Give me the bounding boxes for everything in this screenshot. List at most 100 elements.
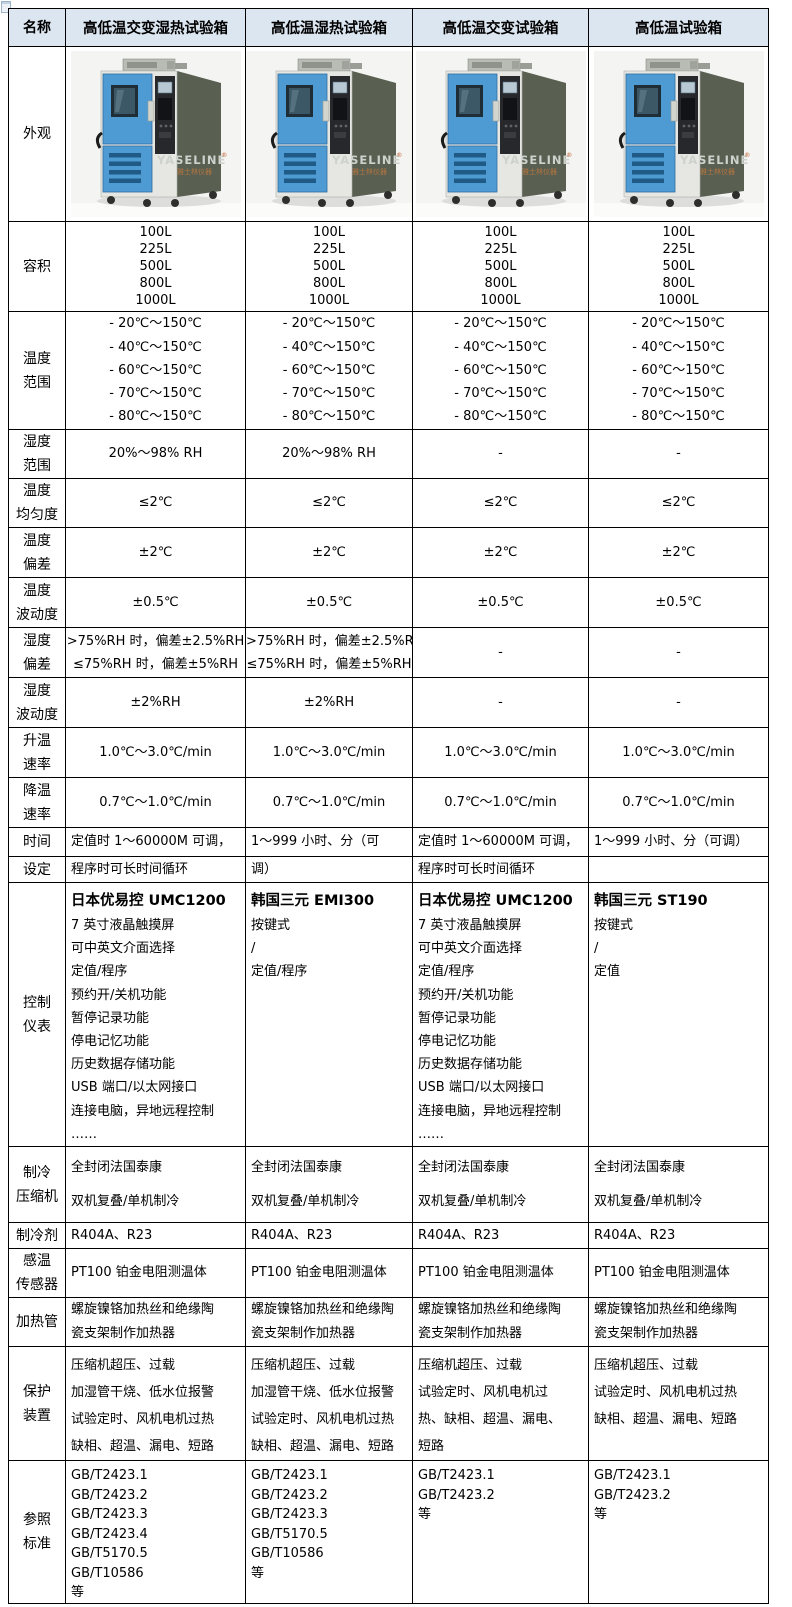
- cell-text: GB/T2423.3: [251, 1507, 328, 1523]
- brand-logo-subtext: 雅士林仪器: [522, 167, 557, 176]
- row-temp-range: 温度 范围 - 20℃～150℃ - 40℃～150℃ - 60℃～150℃ - 70℃～…: [8, 311, 769, 430]
- cell-text: 1000L: [658, 293, 699, 308]
- row-name: 名称 高低温交变湿热试验箱 高低温湿热试验箱 高低温交变试验箱 高低温试验箱: [8, 8, 769, 47]
- cell-text: 连接电脑，异地远程控制: [71, 1103, 215, 1119]
- row-label-text: 温度: [23, 350, 51, 367]
- cell-text: 全封闭法国泰康: [594, 1159, 686, 1175]
- row-label-compressor: 制冷 压缩机: [8, 1146, 66, 1224]
- row-cooling-rate: 降温 速率 0.7℃～1.0℃/min 0.7℃～1.0℃/min 0.7℃～1.0℃/…: [8, 777, 769, 828]
- cell-controller: 日本优易控 UMC1200 7 英寸液晶触摸屏 可中英文介面选择 定值/程序 预约开/关…: [65, 881, 246, 1148]
- row-label-volume: 容积: [8, 221, 66, 312]
- row-label-text: 温度: [23, 483, 51, 499]
- spec-table-body: 名称 高低温交变湿热试验箱 高低温湿热试验箱 高低温交变试验箱 高低温试验箱 外观: [8, 8, 769, 1604]
- cell-text: 100L: [139, 225, 172, 240]
- cell-text: 试验定时、风机电机过热: [594, 1385, 738, 1401]
- cell-compressor: 全封闭法国泰康双机复叠/单机制冷: [245, 1146, 413, 1224]
- row-label-humidity-fluctuation: 湿度 波动度: [8, 677, 66, 728]
- row-standards: 参照 标准 GB/T2423.1 GB/T2423.2 GB/T2423.3 GB/T24…: [8, 1460, 769, 1604]
- row-label-text: 湿度: [23, 632, 51, 649]
- cell-text: 程序时可长时间循环: [418, 861, 536, 877]
- cell-text: 800L: [312, 276, 346, 291]
- cell-protection: 压缩机超压、过载 试验定时、风机电机过热 缺相、超温、漏电、短路: [588, 1346, 769, 1462]
- row-label-text: 保护: [23, 1383, 51, 1400]
- cell-setting: [588, 856, 769, 883]
- cell-text: ≤75%RH 时，偏差±5%RH: [72, 656, 239, 672]
- row-label-text: 范围: [23, 458, 51, 474]
- cell-temp-deviation: ±2℃: [245, 527, 413, 578]
- cell-text: GB/T2423.2: [251, 1487, 328, 1503]
- cell-text: 试验定时、风机电机过热: [71, 1412, 215, 1428]
- cell-text: ≤2℃: [483, 495, 518, 510]
- cell-text: 缺相、超温、漏电、短路: [251, 1439, 395, 1455]
- cell-temp-range: - 20℃～150℃ - 40℃～150℃ - 60℃～150℃ - 70℃～150℃…: [245, 311, 413, 430]
- cell-text: >75%RH 时，偏差±2.5%RH: [66, 633, 245, 649]
- row-label-name: 名称: [8, 8, 66, 47]
- cell-text: /: [251, 941, 256, 957]
- row-label-text: 温度: [23, 532, 51, 549]
- lower-door-panel: [102, 145, 152, 193]
- cell-volume: 100L 225L 500L 800L 1000L: [588, 221, 769, 312]
- cell-text: - 20℃～150℃: [282, 316, 376, 332]
- cell-text: GB/T2423.4: [71, 1526, 148, 1542]
- product-photo-cell: YASELINE ® 雅士林仪器: [245, 46, 413, 222]
- cell-text: 225L: [484, 242, 517, 257]
- cell-humidity-range: -: [412, 429, 589, 479]
- product-name-header: 高低温交变试验箱: [412, 8, 589, 47]
- cell-text: ±0.5℃: [655, 594, 702, 610]
- door-handle: [147, 100, 154, 122]
- brand-logo-text: YASELINE: [156, 153, 226, 167]
- product-name-header: 高低温试验箱: [588, 8, 769, 47]
- chamber-illustration: YASELINE ® 雅士林仪器: [70, 51, 241, 217]
- cell-text: 定值时 1～60000M 可调，: [71, 834, 232, 849]
- cell-text: 压缩机超压、过载: [251, 1358, 356, 1374]
- cell-text: 定值/程序: [71, 964, 128, 980]
- cell-humidity-deviation: >75%RH 时，偏差±2.5%RH ≤75%RH 时，偏差±5%RH: [245, 627, 413, 678]
- cell-temp-range: - 20℃～150℃ - 40℃～150℃ - 60℃～150℃ - 70℃～150℃…: [412, 311, 589, 430]
- vent-louvers: [631, 153, 664, 183]
- cell-heater: 螺旋镍铬加热丝和绝缘陶 瓷支架制作加热器: [412, 1297, 589, 1348]
- cell-text: -: [676, 694, 681, 710]
- row-label-temp-fluctuation: 温度 波动度: [8, 577, 66, 628]
- cell-time: 1～999 小时、分（可: [245, 827, 413, 857]
- cell-text: 热、缺相、超温、漏电、: [418, 1412, 562, 1428]
- chamber-feet: [106, 191, 217, 207]
- door-hinge-loop: [270, 131, 278, 149]
- row-label-temp-deviation: 温度 偏差: [8, 527, 66, 578]
- cell-temp-uniformity: ≤2℃: [412, 478, 589, 528]
- cell-temp-uniformity: ≤2℃: [245, 478, 413, 528]
- cell-text: 1000L: [308, 293, 350, 308]
- cell-heater: 螺旋镍铬加热丝和绝缘陶 瓷支架制作加热器: [65, 1297, 246, 1348]
- cell-text: R404A、R23: [418, 1227, 500, 1243]
- product-name-text: 高低温湿热试验箱: [271, 21, 387, 37]
- row-label-text: 波动度: [16, 606, 58, 623]
- control-screen: [680, 81, 695, 94]
- cell-text: 1.0℃～3.0℃/min: [272, 744, 386, 760]
- cell-temp-uniformity: ≤2℃: [588, 478, 769, 528]
- cell-text: -: [498, 694, 503, 710]
- cell-text: 全封闭法国泰康: [251, 1159, 343, 1175]
- cell-text: 定值时 1～60000M 可调，: [418, 834, 579, 849]
- cell-text: - 80℃～150℃: [282, 409, 376, 425]
- cell-text: 定值/程序: [251, 964, 308, 980]
- door-handle: [322, 100, 330, 122]
- cell-volume: 100L 225L 500L 800L 1000L: [245, 221, 413, 312]
- cell-text: 双机复叠/单机制冷: [251, 1193, 360, 1209]
- cell-text: -: [498, 645, 503, 660]
- row-label-text: 湿度: [23, 682, 51, 699]
- brand-logo-text: YASELINE: [501, 153, 571, 167]
- cell-text: -: [676, 446, 681, 461]
- chamber-side-face: [352, 71, 396, 197]
- cell-text: ±2%RH: [130, 694, 181, 710]
- row-label-text: 降温: [23, 782, 51, 799]
- cell-temp-sensor: PT100 铂金电阻测温体: [412, 1248, 589, 1299]
- cell-text: 预约开/关机功能: [418, 987, 514, 1003]
- cell-text: 1000L: [135, 293, 176, 308]
- chamber-photo: YASELINE ® 雅士林仪器: [246, 51, 412, 217]
- cell-text: 缺相、超温、漏电、短路: [71, 1439, 215, 1455]
- brand-logo-mark-icon: ®: [396, 151, 403, 159]
- cell-text: 800L: [662, 276, 695, 291]
- cell-text: 1.0℃～3.0℃/min: [99, 744, 212, 760]
- cell-text: 可中英文介面选择: [418, 941, 523, 957]
- row-label-text: 参照: [23, 1511, 51, 1528]
- chamber-side-face: [176, 71, 221, 197]
